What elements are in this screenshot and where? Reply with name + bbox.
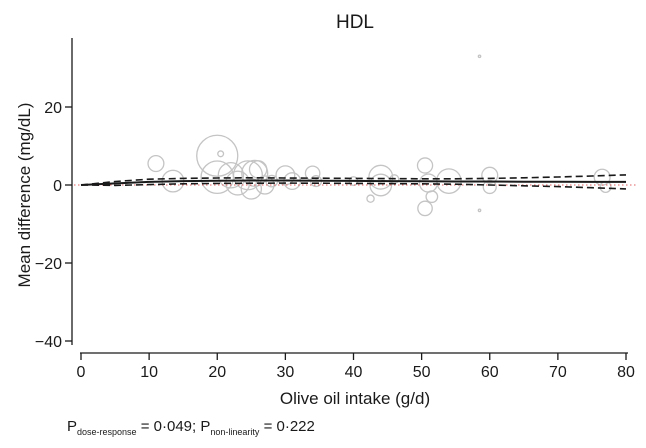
study-bubble: [232, 160, 263, 191]
x-tick-label: 30: [276, 364, 294, 381]
study-bubble: [217, 150, 225, 158]
x-tick-label: 20: [208, 364, 226, 381]
x-tick-label: 0: [77, 364, 86, 381]
study-bubble: [147, 154, 165, 173]
x-tick-label: 70: [549, 364, 567, 381]
x-tick-label: 50: [413, 364, 431, 381]
study-bubble: [369, 173, 393, 197]
study-bubble: [240, 178, 263, 200]
p-value-annotation: Pdose-response = 0·049; Pnon-linearity =…: [67, 418, 315, 437]
nonlinearity-value: = 0·222: [259, 418, 315, 435]
x-axis-ticks: 0 10 20 30 40 50 60 70 80: [77, 353, 635, 381]
study-bubble: [416, 157, 434, 174]
p-prefix: P: [67, 418, 78, 435]
study-bubble: [275, 165, 296, 186]
study-bubble: [368, 164, 394, 190]
study-bubble: [196, 134, 239, 177]
y-tick-label: −20: [35, 256, 62, 273]
nonlinearity-subscript: non-linearity: [210, 427, 260, 437]
study-bubbles: [147, 54, 612, 217]
y-tick-label: 20: [44, 100, 62, 117]
x-axis-title: Olive oil intake (g/d): [280, 389, 430, 408]
dose-response-subscript: dose-response: [77, 427, 137, 437]
y-axis-title: Mean difference (mg/dL): [15, 103, 34, 288]
study-bubble: [482, 179, 497, 195]
study-bubble: [599, 180, 612, 194]
study-bubble: [255, 175, 275, 195]
study-bubble: [241, 159, 269, 187]
study-bubble: [481, 166, 499, 184]
x-tick-label: 80: [617, 364, 635, 381]
study-bubble: [477, 54, 482, 59]
study-bubble: [366, 194, 375, 203]
dose-response-value: = 0·049; P: [136, 418, 211, 435]
upper-ci-line: [80, 174, 627, 186]
x-tick-label: 60: [481, 364, 499, 381]
chart-title: HDL: [336, 12, 374, 33]
y-tick-label: 0: [53, 178, 62, 195]
y-tick-label: −40: [35, 334, 62, 351]
study-bubble: [425, 190, 439, 204]
y-axis-ticks: 20 0 −20 −40: [35, 100, 72, 351]
lower-ci-line: [80, 182, 627, 190]
x-tick-label: 10: [140, 364, 158, 381]
study-bubble: [417, 200, 433, 217]
study-bubble: [217, 161, 245, 189]
fitted-curve: [80, 179, 626, 186]
study-bubble: [477, 208, 482, 213]
x-tick-label: 40: [345, 364, 363, 381]
